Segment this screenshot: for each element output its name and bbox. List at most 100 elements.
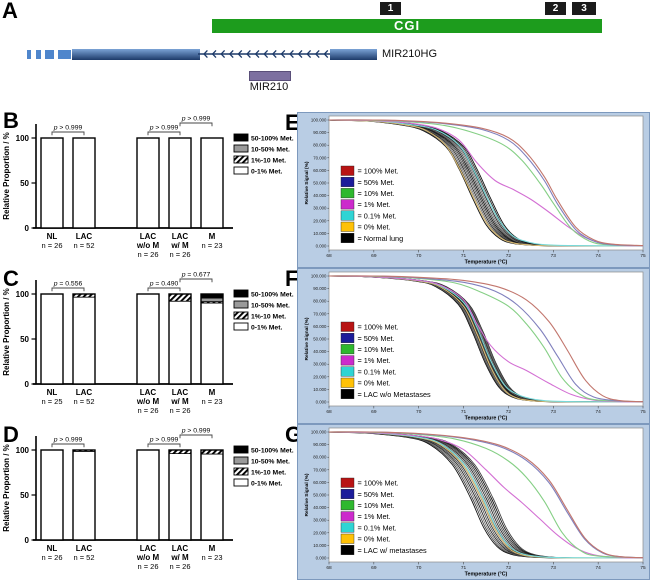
- svg-text:74: 74: [595, 565, 601, 571]
- svg-text:p > 0.999: p > 0.999: [181, 428, 211, 435]
- svg-text:10-50% Met.: 10-50% Met.: [251, 458, 290, 465]
- svg-text:= 0% Met.: = 0% Met.: [358, 535, 391, 544]
- panel-c-label: C: [3, 266, 19, 291]
- svg-text:74: 74: [595, 253, 601, 259]
- svg-text:w/o M: w/o M: [136, 553, 160, 562]
- svg-text:80.000: 80.000: [313, 299, 327, 304]
- svg-text:= 10% Met.: = 10% Met.: [358, 189, 395, 198]
- svg-text:50: 50: [20, 179, 29, 188]
- svg-text:90.000: 90.000: [313, 130, 327, 135]
- svg-text:= 10% Met.: = 10% Met.: [358, 501, 395, 510]
- svg-text:0-1% Met.: 0-1% Met.: [251, 480, 282, 487]
- panel-e-chart: 0.000 10.000 20.000 30.000 40.000 50.000 60.00…: [297, 112, 650, 268]
- melt-curves-F: [329, 275, 643, 403]
- bar-legend-D: 50-100% Met. 10-50% Met. 1%-10 Met. 0-1% Me…: [233, 445, 294, 487]
- svg-text:73: 73: [551, 565, 557, 571]
- svg-text:0: 0: [25, 380, 30, 389]
- svg-text:1%-10 Met.: 1%-10 Met.: [251, 469, 286, 476]
- svg-text:LAC: LAC: [140, 544, 157, 553]
- svg-text:90.000: 90.000: [313, 286, 327, 291]
- exon-box: [58, 50, 71, 59]
- svg-text:p > 0.999: p > 0.999: [149, 125, 179, 132]
- svg-text:= 0.1% Met.: = 0.1% Met.: [358, 523, 397, 532]
- svg-text:M: M: [209, 232, 216, 241]
- svg-text:73: 73: [551, 409, 557, 415]
- svg-text:10-50% Met.: 10-50% Met.: [251, 302, 290, 309]
- svg-text:Relative Proportion / %: Relative Proportion / %: [2, 132, 11, 220]
- svg-text:75: 75: [640, 253, 646, 259]
- svg-text:0: 0: [25, 536, 30, 545]
- svg-text:p > 0.999: p > 0.999: [149, 437, 179, 444]
- exon-box: [36, 50, 41, 59]
- svg-text:w/ M: w/ M: [170, 241, 189, 250]
- svg-text:LAC: LAC: [172, 232, 189, 241]
- svg-text:70.000: 70.000: [313, 155, 327, 160]
- svg-text:n = 26: n = 26: [169, 250, 190, 259]
- gene-name-label: MIR210HG: [382, 48, 438, 60]
- svg-text:NL: NL: [47, 232, 58, 241]
- svg-text:n = 26: n = 26: [137, 250, 158, 259]
- svg-text:n = 52: n = 52: [73, 553, 94, 562]
- svg-text:30.000: 30.000: [313, 362, 327, 367]
- svg-text:70: 70: [416, 409, 422, 415]
- svg-text:100: 100: [16, 134, 30, 143]
- svg-text:50-100% Met.: 50-100% Met.: [251, 135, 294, 142]
- svg-text:30.000: 30.000: [313, 518, 327, 523]
- svg-text:100.000: 100.000: [311, 430, 327, 435]
- svg-text:= 10% Met.: = 10% Met.: [358, 345, 395, 354]
- svg-text:40.000: 40.000: [313, 193, 327, 198]
- svg-text:LAC: LAC: [172, 388, 189, 397]
- panel-d-label: D: [3, 422, 19, 447]
- svg-text:= 0.1% Met.: = 0.1% Met.: [358, 211, 397, 220]
- svg-text:Relative Proportion / %: Relative Proportion / %: [2, 288, 11, 376]
- svg-text:= LAC w/o Metastases: = LAC w/o Metastases: [358, 390, 432, 399]
- svg-text:p = 0.677: p = 0.677: [181, 272, 211, 279]
- svg-text:10.000: 10.000: [313, 387, 327, 392]
- svg-text:10-50% Met.: 10-50% Met.: [251, 146, 290, 153]
- svg-text:72: 72: [506, 409, 512, 415]
- bar-legend-B: 50-100% Met. 10-50% Met. 1%-10 Met. 0-1% Me…: [233, 133, 294, 175]
- intron-arrows: [198, 49, 334, 59]
- svg-text:Relative Signal (%): Relative Signal (%): [304, 161, 310, 204]
- svg-text:n = 25: n = 25: [41, 397, 62, 406]
- svg-text:20.000: 20.000: [313, 530, 327, 535]
- svg-text:20.000: 20.000: [313, 218, 327, 223]
- svg-text:0.000: 0.000: [316, 400, 327, 405]
- svg-text:= 1% Met.: = 1% Met.: [358, 356, 391, 365]
- svg-text:= 50% Met.: = 50% Met.: [358, 178, 395, 187]
- panel-g-chart: 0.000 10.000 20.000 30.000 40.000 50.000 60.00…: [297, 424, 650, 580]
- svg-text:= 0% Met.: = 0% Met.: [358, 379, 391, 388]
- panel-e-label: E: [285, 110, 300, 135]
- svg-text:n = 26: n = 26: [169, 562, 190, 571]
- svg-text:= 0% Met.: = 0% Met.: [358, 223, 391, 232]
- svg-text:M: M: [209, 544, 216, 553]
- svg-text:LAC: LAC: [140, 232, 157, 241]
- svg-text:90.000: 90.000: [313, 442, 327, 447]
- svg-text:40.000: 40.000: [313, 505, 327, 510]
- svg-text:p = 0.490: p = 0.490: [149, 281, 179, 288]
- svg-text:70.000: 70.000: [313, 467, 327, 472]
- svg-text:0: 0: [25, 224, 30, 233]
- svg-text:0.000: 0.000: [316, 556, 327, 561]
- svg-text:1%-10 Met.: 1%-10 Met.: [251, 313, 286, 320]
- svg-text:Relative Signal (%): Relative Signal (%): [304, 473, 310, 516]
- svg-text:1%-10 Met.: 1%-10 Met.: [251, 157, 286, 164]
- svg-text:LAC: LAC: [76, 232, 93, 241]
- svg-text:100.000: 100.000: [311, 274, 327, 279]
- exon-box: [27, 50, 31, 59]
- svg-text:w/ M: w/ M: [170, 553, 189, 562]
- svg-text:75: 75: [640, 409, 646, 415]
- svg-text:n = 26: n = 26: [169, 406, 190, 415]
- svg-text:= Normal lung: = Normal lung: [358, 234, 404, 243]
- svg-text:50.000: 50.000: [313, 337, 327, 342]
- svg-text:= LAC w/ metastases: = LAC w/ metastases: [358, 546, 427, 555]
- svg-text:Relative Signal (%): Relative Signal (%): [304, 317, 310, 360]
- svg-text:69: 69: [371, 565, 377, 571]
- svg-text:n = 26: n = 26: [41, 241, 62, 250]
- svg-text:NL: NL: [47, 544, 58, 553]
- svg-text:80.000: 80.000: [313, 143, 327, 148]
- melt-legend-G: = 100% Met. = 50% Met. = 10% Met. = 1% Met.…: [340, 477, 427, 555]
